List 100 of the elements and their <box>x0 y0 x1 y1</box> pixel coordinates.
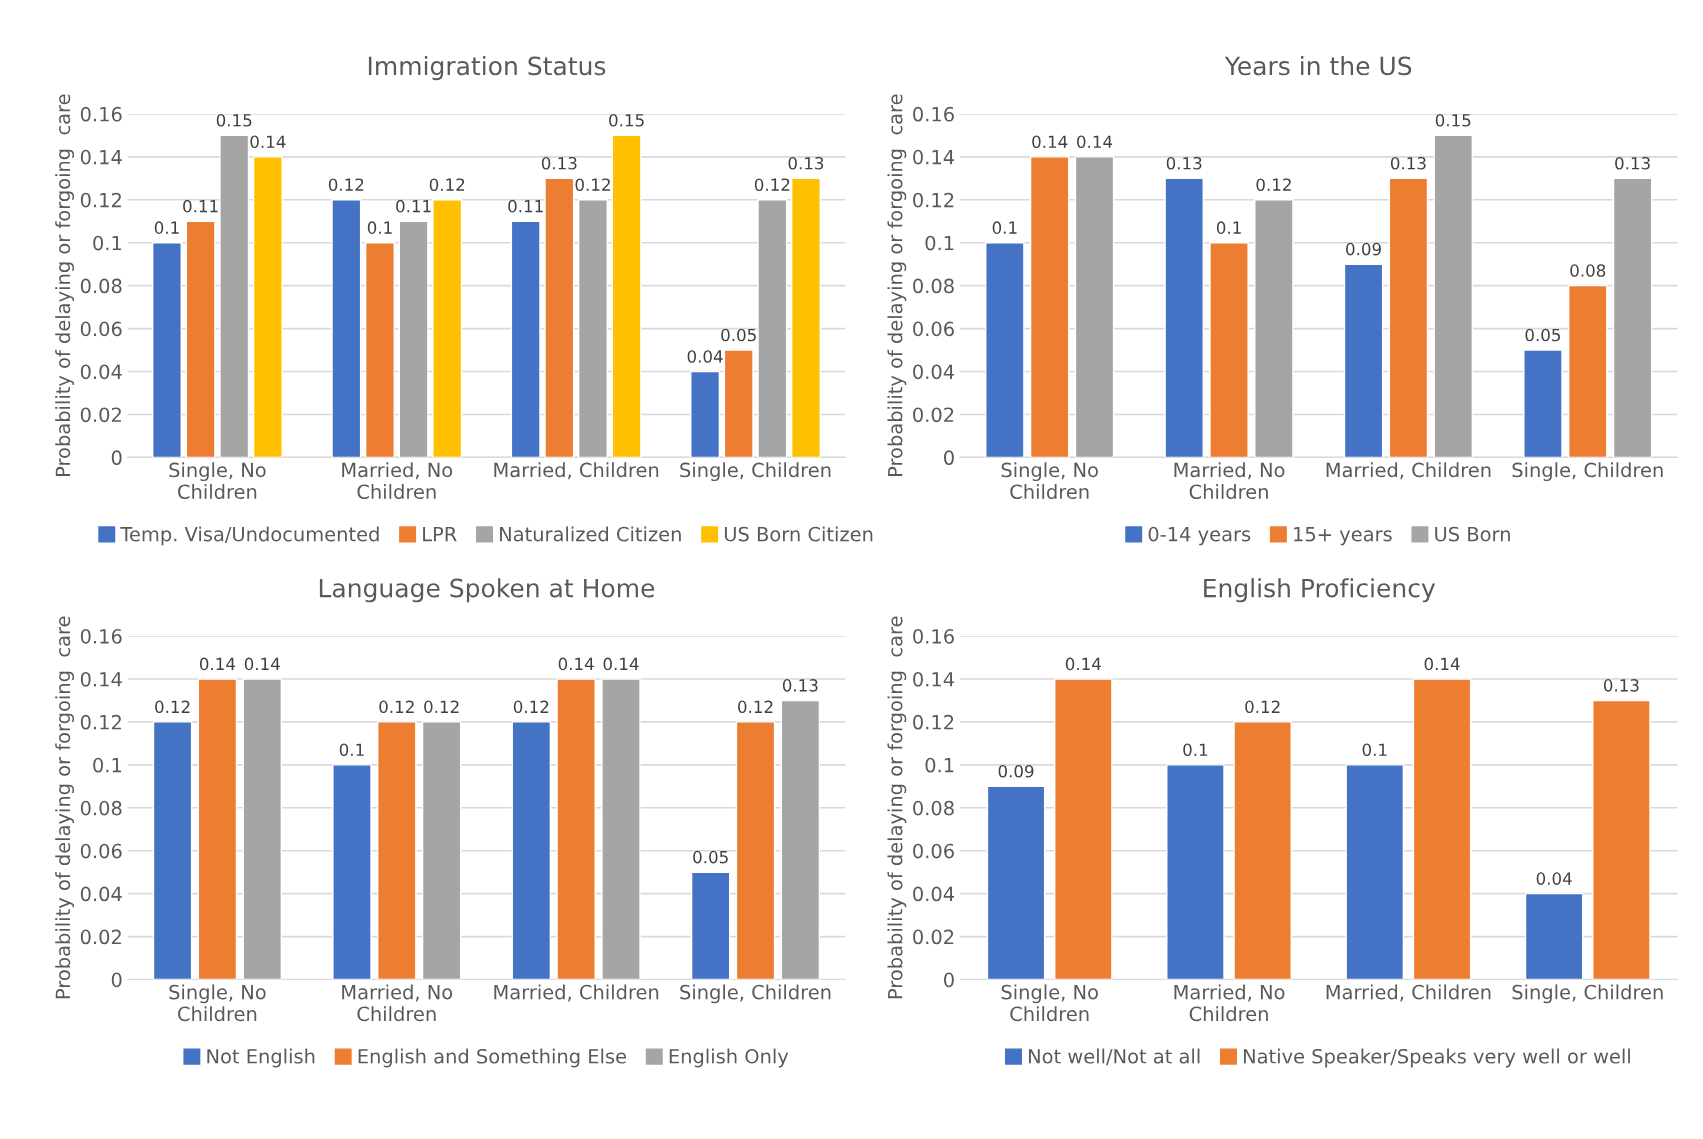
data-label: 0.05 <box>693 850 728 864</box>
bar <box>577 199 608 458</box>
data-label: 0.15 <box>216 113 252 127</box>
legend-label: US Born <box>1435 526 1510 542</box>
data-label: 0.12 <box>513 700 549 714</box>
data-label: 0.15 <box>609 113 644 127</box>
bar <box>1433 134 1473 458</box>
y-tick-label: 0.1 <box>93 235 122 251</box>
data-label: 0.13 <box>782 679 818 692</box>
y-tick-label: 0.1 <box>925 757 954 773</box>
y-tick-label: 0.02 <box>80 407 121 423</box>
data-label: 0.12 <box>328 178 364 191</box>
y-tick-label: 0.08 <box>913 278 954 294</box>
bar <box>986 785 1046 980</box>
bar <box>1568 284 1608 458</box>
y-tick-label: 0.06 <box>913 843 954 859</box>
x-tick-label: Single, No Children <box>1001 462 1098 500</box>
y-tick-label: 0.14 <box>80 149 122 165</box>
bar <box>1209 242 1249 458</box>
bar <box>219 134 250 458</box>
data-label: 0.13 <box>541 156 577 170</box>
data-label: 0.1 <box>339 743 364 757</box>
data-label: 0.14 <box>1065 657 1101 671</box>
bar <box>252 156 283 458</box>
y-tick-label: 0.16 <box>80 628 122 644</box>
bar <box>1345 764 1405 980</box>
bar <box>364 242 395 458</box>
data-label: 0.12 <box>155 700 190 714</box>
bar <box>1612 177 1653 458</box>
legend-label: Not English <box>207 1048 315 1068</box>
y-tick-label: 0.1 <box>93 757 122 773</box>
y-tick-label: 0.04 <box>80 886 122 902</box>
x-tick-label: Married, Children <box>1326 462 1491 480</box>
x-tick-label: Single, No Children <box>1001 984 1098 1022</box>
x-tick-label: Single, No Children <box>169 984 266 1022</box>
x-tick-label: Married, Children <box>494 462 659 480</box>
data-label: 0.1 <box>1216 221 1241 234</box>
y-tick-label: 0.02 <box>913 407 954 423</box>
y-tick-label: 0.16 <box>80 106 122 122</box>
bar <box>331 199 362 458</box>
chart-title: English Proficiency <box>1204 578 1436 603</box>
data-label: 0.1 <box>1362 743 1387 757</box>
data-label: 0.13 <box>1166 156 1202 170</box>
data-label: 0.12 <box>575 178 610 191</box>
data-label: 0.14 <box>603 657 639 671</box>
data-label: 0.13 <box>1615 156 1650 170</box>
y-tick-label: 0.06 <box>80 843 122 859</box>
data-label: 0.14 <box>250 135 286 149</box>
data-label: 0.12 <box>1245 700 1280 714</box>
data-label: 0.12 <box>754 178 790 191</box>
bar <box>544 177 575 458</box>
data-label: 0.14 <box>199 657 236 671</box>
chart-title: Language Spoken at Home <box>319 578 655 603</box>
y-tick-label: 0.06 <box>80 321 122 337</box>
x-tick-label: Married, No Children <box>342 462 453 500</box>
x-tick-label: Single, Children <box>680 462 831 482</box>
bar <box>790 177 821 458</box>
y-tick-label: 0.12 <box>913 192 954 208</box>
bar <box>432 199 463 458</box>
data-label: 0.04 <box>1536 872 1572 885</box>
y-tick-label: 0.14 <box>913 149 955 165</box>
data-label: 0.14 <box>244 657 280 671</box>
x-tick-label: Married, No Children <box>1174 462 1285 500</box>
legend-label: Native Speaker/Speaks very well or well <box>1243 1048 1630 1068</box>
data-label: 0.12 <box>424 700 459 714</box>
x-tick-label: Single, Children <box>1512 984 1663 1004</box>
bar <box>152 721 193 980</box>
y-tick-label: 0 <box>111 450 122 466</box>
bar <box>601 678 641 980</box>
data-label: 0.12 <box>738 700 773 714</box>
legend-label: Naturalized Citizen <box>500 526 681 542</box>
bar <box>735 721 776 980</box>
bar <box>398 220 429 458</box>
y-tick-label: 0.16 <box>913 106 954 122</box>
y-tick-label: 0.1 <box>925 235 954 251</box>
data-label: 0.13 <box>788 156 824 170</box>
bar <box>197 678 238 980</box>
data-label: 0.1 <box>154 221 179 234</box>
x-tick-label: Married, Children <box>1326 984 1491 1002</box>
legend-label: 15+ years <box>1294 527 1392 546</box>
bar <box>690 370 721 458</box>
chart-title: Immigration Status <box>368 56 606 81</box>
data-label: 0.12 <box>1256 178 1291 191</box>
data-label: 0.1 <box>992 221 1017 234</box>
data-label: 0.14 <box>1077 135 1113 149</box>
legend-label: English Only <box>669 1048 789 1068</box>
legend-label: English and Something Else <box>358 1048 627 1068</box>
y-tick-label: 0.12 <box>80 192 121 208</box>
data-label: 0.14 <box>1424 657 1460 671</box>
x-tick-label: Married, No Children <box>1174 984 1285 1022</box>
y-tick-label: 0 <box>944 450 954 466</box>
bar <box>511 721 552 980</box>
y-tick-label: 0.16 <box>913 628 954 644</box>
data-label: 0.05 <box>721 328 756 342</box>
bar <box>510 220 541 458</box>
data-label: 0.09 <box>998 764 1034 778</box>
data-label: 0.1 <box>367 221 392 234</box>
legend-label: LPR <box>423 527 457 542</box>
y-tick-label: 0.14 <box>80 671 122 687</box>
bar <box>985 242 1025 458</box>
